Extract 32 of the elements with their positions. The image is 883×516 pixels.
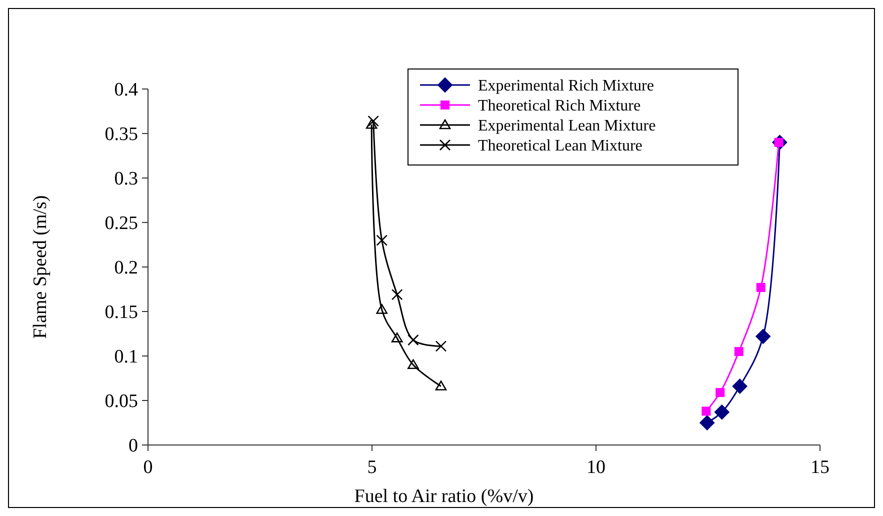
y-tick-label: 0.3	[114, 168, 138, 190]
y-tick-label: 0.1	[114, 346, 138, 368]
legend-label: Theoretical Rich Mixture	[478, 98, 641, 115]
y-tick-label: 0.2	[114, 258, 138, 279]
legend-label: Experimental Rich Mixture	[478, 78, 654, 95]
x-tick-label: 0	[143, 457, 153, 478]
point	[391, 332, 403, 342]
point	[756, 282, 766, 292]
y-tick-label: 0.35	[104, 124, 138, 146]
x-tick-label: 15	[810, 457, 830, 478]
y-tick-label: 0	[128, 436, 138, 457]
point	[376, 304, 388, 314]
point	[435, 380, 447, 390]
point	[700, 415, 715, 430]
point	[734, 347, 744, 356]
x-tick-label: 5	[367, 457, 377, 478]
point	[408, 359, 419, 370]
point	[756, 328, 771, 344]
y-axis-title: Flame Speed (m/s)	[30, 195, 51, 339]
y-tick-label: 0.4	[114, 80, 138, 101]
point	[702, 406, 711, 416]
point	[732, 378, 748, 394]
x-axis-title: Fuel to Air ratio (%v/v)	[354, 486, 534, 507]
point	[716, 388, 725, 397]
x-tick-label: 10	[586, 457, 606, 478]
y-tick-label: 0.15	[104, 302, 138, 324]
y-tick-label: 0.25	[104, 213, 138, 234]
point	[714, 404, 730, 420]
y-tick-label: 0.05	[104, 391, 138, 412]
legend-label: Theoretical Lean Mixture	[478, 138, 642, 155]
point	[366, 118, 378, 129]
legend-label: Experimental Lean Mixture	[478, 118, 656, 135]
